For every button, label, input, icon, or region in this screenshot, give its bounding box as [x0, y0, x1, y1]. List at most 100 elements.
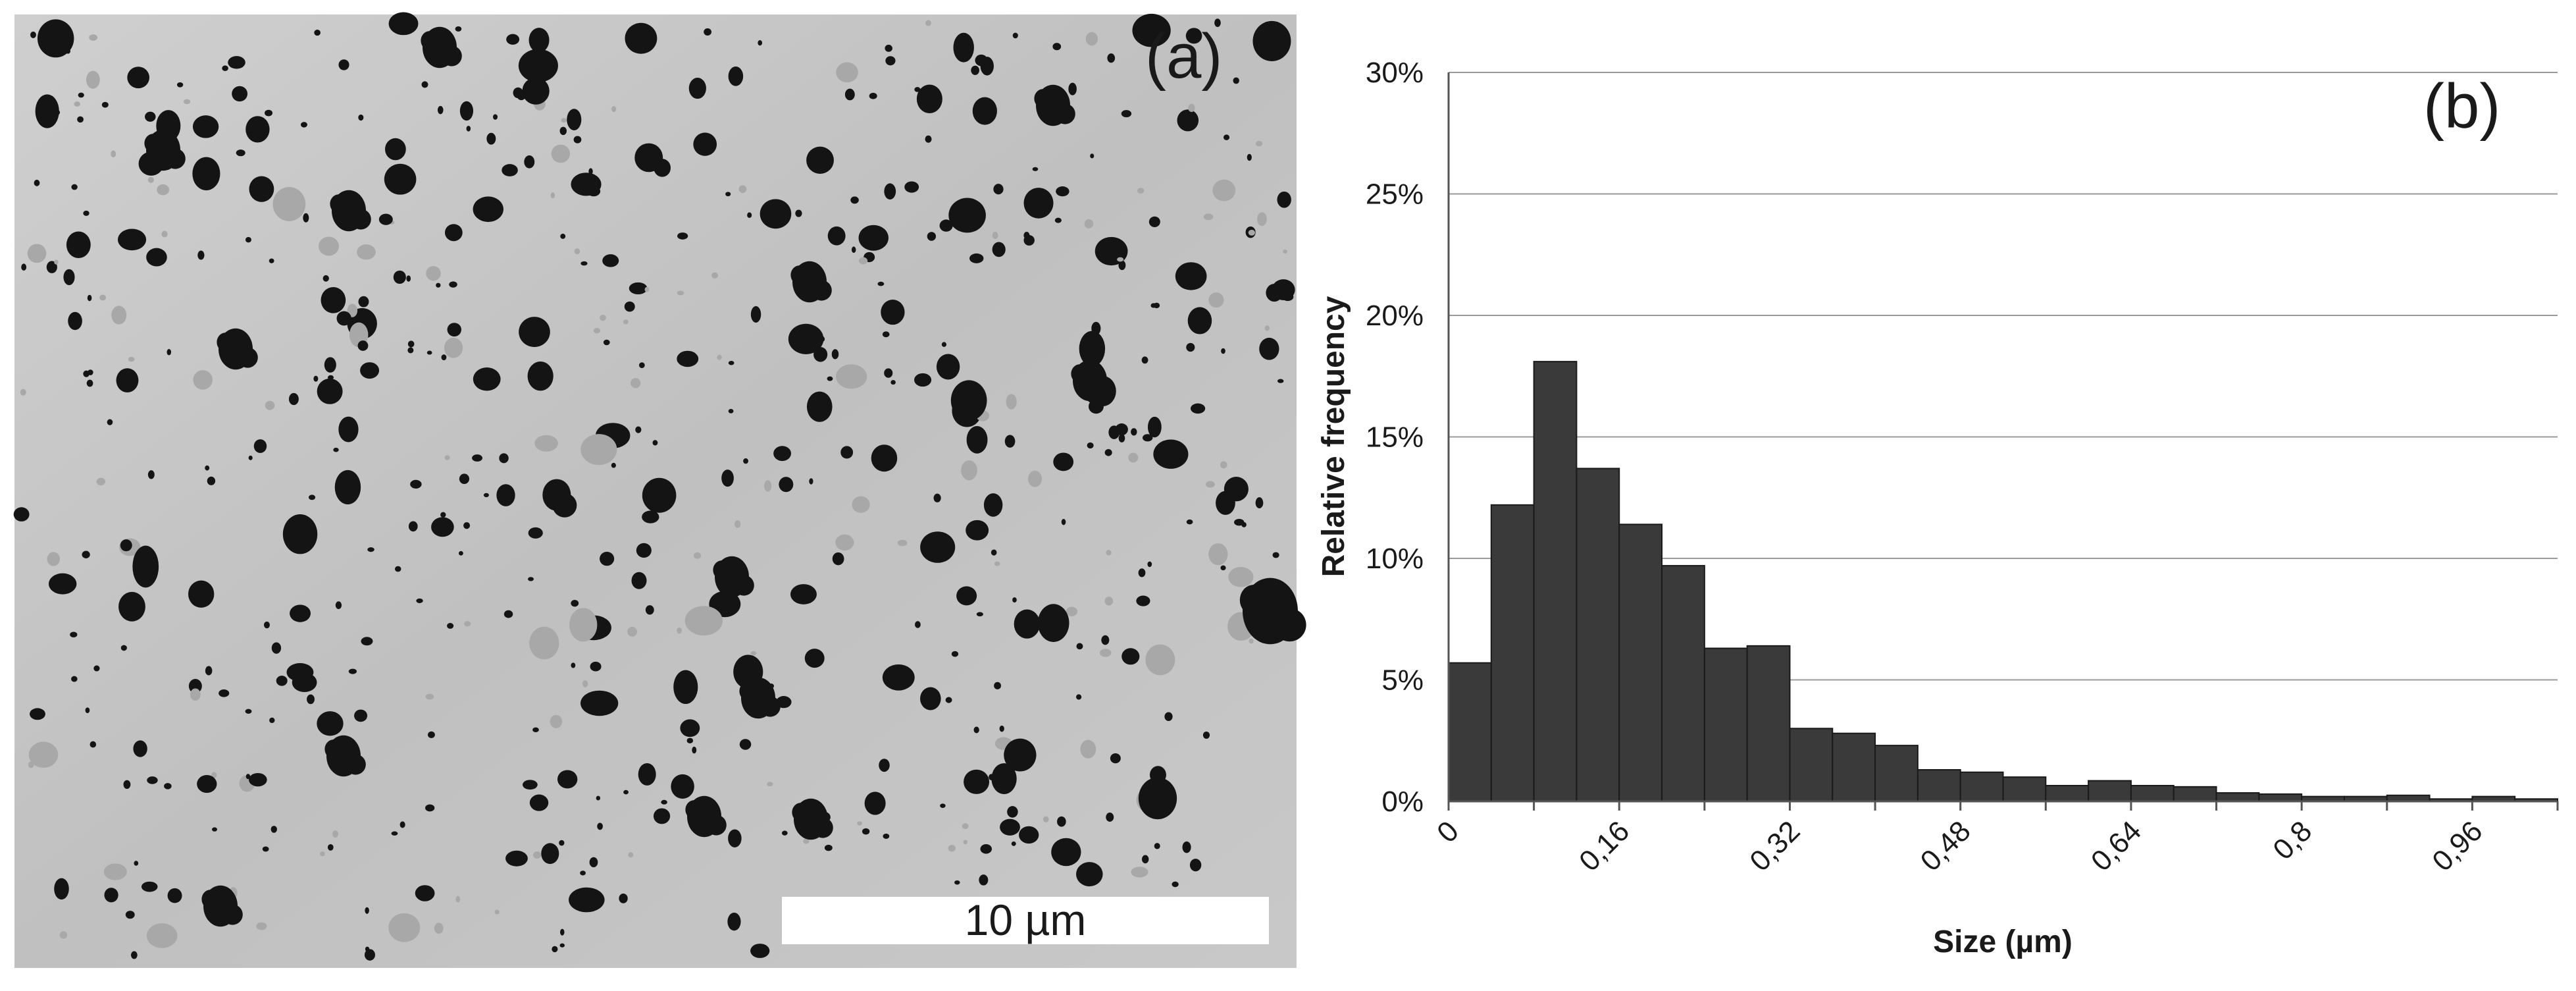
particle	[573, 136, 582, 144]
particle	[994, 682, 1001, 689]
particle	[245, 774, 251, 780]
particle-cluster	[1273, 608, 1306, 642]
particle	[989, 774, 994, 780]
particle	[1087, 442, 1094, 449]
particle	[188, 580, 215, 608]
particle	[249, 176, 274, 202]
particle	[193, 370, 213, 390]
particle	[739, 739, 752, 750]
particle	[219, 689, 230, 697]
particle	[788, 323, 824, 354]
particle	[1121, 648, 1140, 665]
particle	[473, 367, 501, 391]
particle	[116, 368, 139, 393]
particle	[256, 922, 267, 930]
particle	[1108, 425, 1120, 439]
particle	[693, 552, 702, 559]
particle	[167, 888, 182, 903]
particle	[813, 346, 828, 362]
particle	[631, 572, 647, 589]
particle	[750, 651, 757, 656]
particle	[222, 65, 228, 71]
particle	[1272, 552, 1279, 558]
particle	[288, 392, 299, 406]
particle	[963, 840, 968, 845]
particle	[367, 547, 374, 552]
particle	[680, 719, 700, 737]
particle	[956, 586, 977, 606]
particle	[560, 928, 565, 936]
particle	[292, 672, 317, 693]
particle	[1084, 219, 1094, 228]
particle	[146, 923, 178, 948]
particle	[528, 577, 534, 581]
particle	[884, 368, 893, 378]
particle	[638, 763, 656, 786]
particle	[809, 478, 813, 485]
particle	[309, 495, 316, 500]
particle	[1104, 448, 1112, 456]
particle	[628, 852, 634, 858]
panel-b-label: (b)	[2423, 71, 2500, 142]
histogram-bar	[2130, 785, 2175, 803]
particle	[980, 844, 992, 854]
particle	[684, 606, 723, 636]
particle	[46, 261, 57, 273]
particle	[1106, 813, 1114, 822]
particle	[1142, 434, 1153, 442]
particle	[54, 259, 59, 265]
particle	[473, 196, 503, 223]
particle	[541, 843, 559, 865]
particle	[307, 694, 315, 705]
x-axis-title: Size (µm)	[1933, 924, 2073, 959]
particle	[415, 885, 435, 901]
particle	[1233, 77, 1239, 84]
y-tick-label: 15%	[1366, 421, 1424, 454]
particle	[197, 250, 205, 260]
particle	[728, 409, 734, 414]
particle	[82, 550, 90, 558]
particle	[1202, 731, 1210, 739]
particle	[338, 416, 359, 442]
particle	[593, 327, 601, 334]
particle	[30, 708, 45, 720]
histogram-bar	[2173, 786, 2217, 802]
particle	[1182, 841, 1191, 853]
particle	[1079, 331, 1106, 367]
y-axis-title: Relative frequency	[1316, 296, 1351, 577]
particle	[357, 340, 369, 351]
particle	[518, 49, 558, 83]
particle	[743, 458, 749, 464]
particle	[600, 551, 615, 566]
particle	[378, 213, 393, 225]
particle	[602, 254, 619, 267]
particle	[806, 391, 833, 422]
particle	[35, 94, 59, 128]
particle	[265, 109, 273, 117]
particle	[459, 473, 470, 485]
particle-cluster	[739, 682, 757, 701]
particle	[524, 155, 535, 169]
particle	[436, 282, 441, 288]
particle	[303, 213, 309, 223]
particle	[560, 233, 566, 239]
particle	[99, 294, 107, 301]
particle-cluster	[330, 194, 348, 213]
particle	[120, 645, 127, 651]
particle	[879, 759, 890, 772]
particle	[141, 881, 158, 892]
particle	[71, 676, 78, 682]
particle	[1028, 470, 1043, 487]
particle	[534, 435, 558, 452]
particle	[71, 184, 78, 190]
particle	[966, 520, 989, 541]
particle	[1277, 379, 1284, 383]
particle	[1118, 260, 1126, 271]
particle	[1011, 841, 1016, 846]
particle	[388, 12, 419, 36]
particle	[472, 454, 483, 462]
particle	[857, 821, 862, 826]
particle	[962, 823, 969, 830]
particle	[991, 549, 997, 556]
